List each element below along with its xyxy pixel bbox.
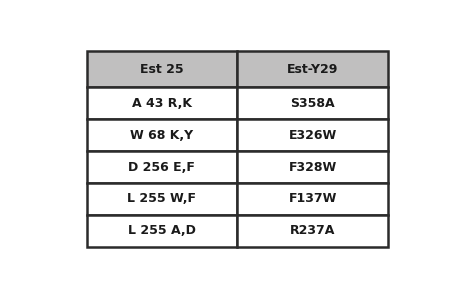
Text: W 68 K,Y: W 68 K,Y	[131, 129, 194, 142]
Text: S358A: S358A	[290, 97, 335, 110]
Text: L 255 A,D: L 255 A,D	[128, 224, 196, 237]
Bar	[87, 51, 237, 87]
Bar	[87, 183, 237, 215]
Text: F137W: F137W	[288, 192, 337, 205]
Bar	[238, 51, 388, 87]
Text: Est-Y29: Est-Y29	[287, 63, 338, 76]
Bar	[87, 215, 237, 247]
Bar	[238, 119, 388, 151]
Bar	[87, 119, 237, 151]
Text: L 255 W,F: L 255 W,F	[127, 192, 196, 205]
Bar	[238, 87, 388, 119]
Bar	[238, 183, 388, 215]
Bar	[238, 151, 388, 183]
Text: F328W: F328W	[288, 160, 337, 173]
Text: A 43 R,K: A 43 R,K	[132, 97, 192, 110]
Bar	[87, 151, 237, 183]
Text: Est 25: Est 25	[140, 63, 184, 76]
Bar	[87, 87, 237, 119]
Text: R237A: R237A	[290, 224, 335, 237]
Bar	[238, 215, 388, 247]
Text: E326W: E326W	[288, 129, 337, 142]
Text: D 256 E,F: D 256 E,F	[129, 160, 195, 173]
